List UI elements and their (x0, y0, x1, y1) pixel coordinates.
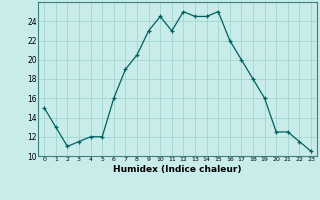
X-axis label: Humidex (Indice chaleur): Humidex (Indice chaleur) (113, 165, 242, 174)
